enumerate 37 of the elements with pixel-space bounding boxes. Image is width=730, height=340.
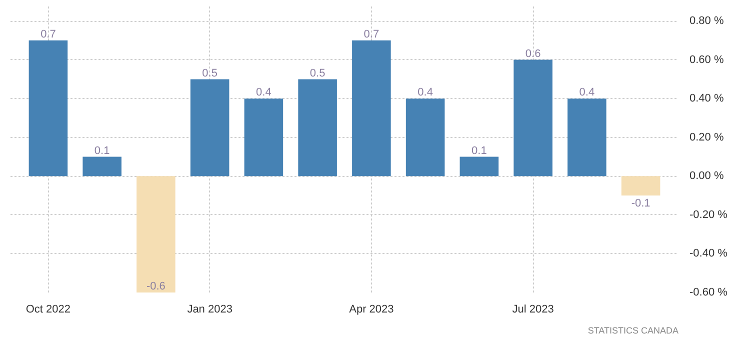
data-label: -0.1: [631, 197, 650, 210]
data-label: 0.1: [472, 144, 487, 157]
bar: [460, 156, 499, 176]
bar: [82, 156, 122, 176]
y-tick-label: 0.20 %: [690, 131, 724, 144]
x-tick-label: Jan 2023: [187, 304, 232, 316]
y-tick-label: 0.40 %: [690, 92, 724, 105]
y-tick-label: -0.60 %: [690, 286, 728, 298]
bar: [352, 40, 391, 176]
bar: [621, 176, 660, 196]
data-label: 0.6: [525, 48, 541, 60]
y-tick-label: -0.40 %: [690, 248, 728, 260]
y-tick-label: -0.20 %: [690, 208, 728, 221]
data-label: 0.4: [256, 86, 272, 99]
y-tick-label: 0.60 %: [690, 54, 724, 66]
data-label: 0.4: [579, 86, 595, 99]
bar: [298, 79, 337, 176]
y-tick-label: 0.80 %: [690, 15, 724, 28]
x-tick-label: Apr 2023: [349, 304, 394, 316]
text: STATISTICS CANADA: [588, 326, 679, 336]
bar: [514, 60, 552, 176]
bar: [136, 176, 176, 292]
bar: [28, 40, 68, 176]
data-label: 0.1: [94, 144, 110, 157]
data-label: -0.6: [146, 280, 166, 293]
y-tick-label: 0.00 %: [690, 170, 724, 182]
data-label: 0.7: [40, 28, 56, 40]
data-label: 0.7: [364, 28, 380, 40]
x-tick-label: Oct 2022: [26, 304, 71, 316]
data-label: 0.5: [202, 67, 218, 80]
data-label: 0.5: [310, 67, 326, 80]
bar: [568, 98, 606, 176]
data-label: 0.4: [418, 86, 433, 99]
bar: [244, 98, 284, 176]
bar: [190, 79, 230, 176]
x-tick-label: Jul 2023: [512, 304, 554, 316]
bar: [406, 98, 445, 176]
